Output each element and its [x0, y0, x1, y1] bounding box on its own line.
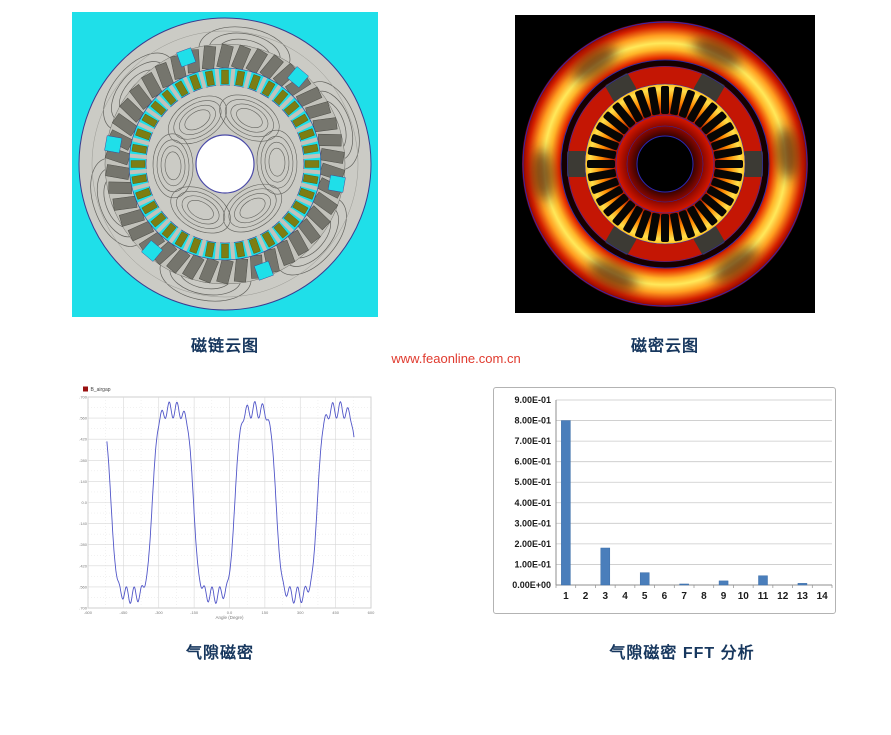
svg-text:4: 4: [622, 591, 628, 602]
svg-text:4.00E-01: 4.00E-01: [514, 498, 551, 508]
svg-text:8.00E-01: 8.00E-01: [514, 416, 551, 426]
svg-text:0.00E+00: 0.00E+00: [512, 580, 551, 590]
svg-text:5.00E-01: 5.00E-01: [514, 477, 551, 487]
svg-text:300: 300: [297, 610, 304, 615]
svg-text:3.00E-01: 3.00E-01: [514, 518, 551, 528]
svg-text:-300: -300: [155, 610, 164, 615]
svg-text:1: 1: [563, 591, 569, 602]
svg-text:7: 7: [681, 591, 687, 602]
svg-text:0.700: 0.700: [79, 395, 88, 400]
airgap-caption: 气隙磁密: [185, 645, 254, 662]
airgap-fft-caption: 气隙磁密 FFT 分析: [609, 645, 755, 662]
svg-text:3: 3: [603, 591, 609, 602]
svg-text:150: 150: [262, 610, 269, 615]
svg-text:2: 2: [583, 591, 589, 602]
svg-text:2.00E-01: 2.00E-01: [514, 539, 551, 549]
airgap-flux-line-chart: -600 -450 -300 -150 0.0 150 300 450 600 0.700 0.56…: [79, 382, 381, 622]
svg-text:600: 600: [368, 610, 375, 615]
motor-cross-section-graphic: [78, 17, 372, 311]
svg-text:-600: -600: [84, 610, 93, 615]
svg-text:450: 450: [332, 610, 339, 615]
svg-text:12: 12: [777, 591, 789, 602]
watermark-url-text: www.feaonline.com.cn: [391, 351, 521, 366]
flux-density-heatmap-image: [515, 15, 815, 313]
flux-linkage-caption: 磁链云图: [190, 338, 259, 355]
svg-text:Angle (Degre): Angle (Degre): [215, 615, 244, 620]
svg-text:-0.420: -0.420: [79, 563, 88, 568]
svg-text:0.0: 0.0: [227, 610, 233, 615]
svg-text:10: 10: [738, 591, 750, 602]
svg-text:9: 9: [721, 591, 727, 602]
svg-text:-150: -150: [190, 610, 199, 615]
svg-text:11: 11: [758, 591, 769, 602]
airgap-fft-bar-chart: 0.00E+00 1.00E-01 2.00E-01 3.00E-01 4.00E-01…: [493, 387, 836, 614]
svg-text:0.140: 0.140: [79, 479, 88, 484]
svg-text:14: 14: [817, 591, 829, 602]
flux-linkage-contour-image: [72, 12, 378, 317]
svg-text:-0.280: -0.280: [79, 542, 88, 547]
svg-text:6.00E-01: 6.00E-01: [514, 457, 551, 467]
svg-text:-0.700: -0.700: [79, 606, 88, 611]
svg-text:B_airgap: B_airgap: [91, 387, 111, 393]
motor-heatmap-graphic: [515, 15, 815, 313]
svg-text:0.0: 0.0: [81, 500, 87, 505]
svg-text:6: 6: [662, 591, 668, 602]
svg-text:-450: -450: [119, 610, 128, 615]
svg-text:1.00E-01: 1.00E-01: [514, 559, 551, 569]
svg-text:0.420: 0.420: [79, 437, 88, 442]
svg-text:0.280: 0.280: [79, 458, 88, 463]
svg-text:0.560: 0.560: [79, 416, 88, 421]
svg-text:-0.140: -0.140: [79, 521, 88, 526]
svg-text:13: 13: [797, 591, 809, 602]
svg-text:-0.560: -0.560: [79, 584, 88, 589]
svg-text:7.00E-01: 7.00E-01: [514, 436, 551, 446]
flux-density-caption: 磁密云图: [630, 338, 699, 355]
svg-text:5: 5: [642, 591, 648, 602]
svg-text:9.00E-01: 9.00E-01: [514, 395, 551, 405]
svg-text:8: 8: [701, 591, 707, 602]
